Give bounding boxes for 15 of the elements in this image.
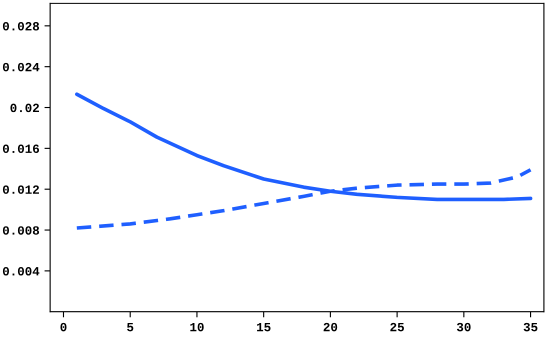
x-tick-label: 25 [390, 322, 404, 332]
y-tick-label: 0.008 [2, 226, 40, 235]
x-tick-label: 35 [524, 322, 538, 332]
x-tick-label: 0 [60, 322, 67, 332]
y-tick-label: 0.024 [2, 62, 40, 72]
x-tick-label: 30 [456, 322, 471, 332]
y-tick-label: 0.012 [2, 185, 39, 194]
x-tick-label: 10 [190, 322, 204, 332]
x-tick-label: 15 [257, 322, 271, 332]
y-tick-label: 0.016 [2, 144, 40, 154]
y-tick-label: 0.02 [10, 104, 39, 112]
x-tick-label: 20 [324, 322, 338, 332]
y-tick-label: 0.004 [2, 267, 40, 276]
y-tick-label: 0.028 [2, 22, 40, 30]
x-tick-label: 5 [127, 322, 134, 332]
